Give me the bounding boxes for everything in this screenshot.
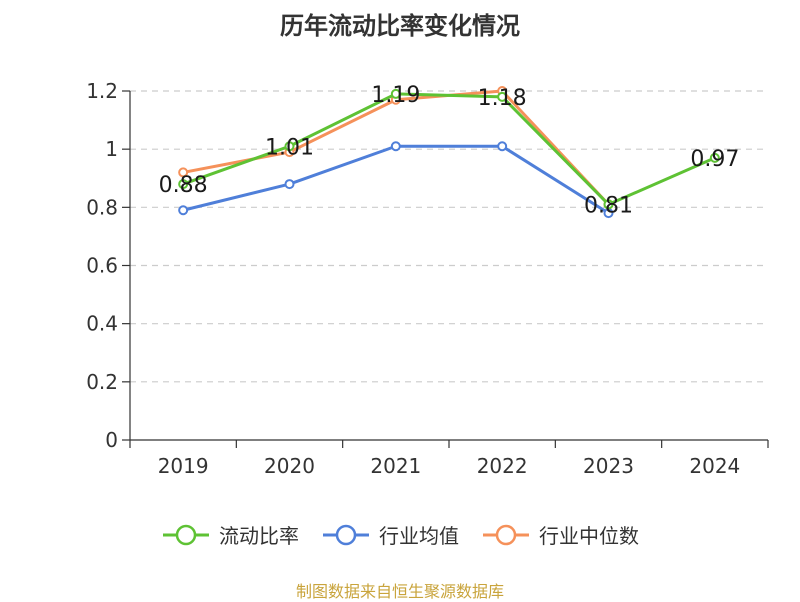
source-note: 制图数据来自恒生聚源数据库 <box>295 582 504 601</box>
data-point <box>178 205 189 216</box>
x-tick-label: 2021 <box>370 454 421 478</box>
x-tick-label: 2020 <box>264 454 315 478</box>
data-point <box>390 141 401 152</box>
y-tick-label: 0.6 <box>86 254 118 278</box>
chart-title: 历年流动比率变化情况 <box>280 12 520 40</box>
data-point <box>497 141 508 152</box>
y-tick-label: 0.2 <box>86 370 118 394</box>
data-point <box>709 152 720 163</box>
legend-item[interactable]: 流动比率 <box>161 520 299 549</box>
y-tick-label: 0.8 <box>86 195 118 219</box>
x-tick-label: 2022 <box>477 454 528 478</box>
data-point <box>178 167 189 178</box>
x-tick-label: 2023 <box>583 454 634 478</box>
y-tick-label: 0 <box>105 428 118 452</box>
data-labels: 0.88 1.01 1.19 1.18 0.81 0.97 <box>159 83 740 219</box>
legend-label: 行业中位数 <box>539 524 639 548</box>
y-tick-label: 0.4 <box>86 312 118 336</box>
data-label: 0.81 <box>584 193 633 218</box>
legend-label: 流动比率 <box>219 524 299 548</box>
data-point <box>284 141 295 152</box>
series-lines <box>178 86 720 219</box>
x-tick-label: 2019 <box>158 454 209 478</box>
legend-swatch <box>323 524 369 545</box>
data-label: 1.19 <box>371 83 420 108</box>
data-label: 1.18 <box>478 86 527 111</box>
legend-swatch <box>163 524 209 545</box>
data-point <box>284 179 295 190</box>
legend-swatch <box>483 524 529 545</box>
y-tick-label: 1 <box>105 137 118 161</box>
data-label: 1.01 <box>265 135 314 160</box>
legend-swatch-marker <box>335 524 357 545</box>
grid-lines <box>130 90 768 383</box>
legend: 流动比率 行业均值 行业中位数 <box>0 520 800 549</box>
legend-item[interactable]: 行业均值 <box>321 520 459 549</box>
data-point <box>390 88 401 99</box>
y-tick-label: 1.2 <box>86 79 118 103</box>
data-label: 0.97 <box>690 147 739 172</box>
legend-swatch-marker <box>175 524 197 545</box>
legend-item[interactable]: 行业中位数 <box>481 520 639 549</box>
legend-label: 行业均值 <box>379 524 459 548</box>
x-tick-label: 2024 <box>689 454 740 478</box>
series-line-0 <box>182 92 716 206</box>
series-line-1 <box>182 144 610 215</box>
data-point <box>603 199 614 210</box>
data-point <box>178 179 189 190</box>
legend-swatch-marker <box>495 524 517 545</box>
data-label: 0.88 <box>159 173 208 198</box>
data-point <box>497 91 508 102</box>
